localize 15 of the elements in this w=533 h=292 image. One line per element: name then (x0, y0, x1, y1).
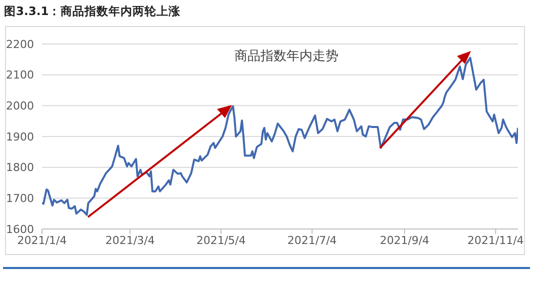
y-tick-label: 2100 (6, 68, 34, 82)
x-tick-label: 2021/3/4 (105, 234, 155, 247)
x-tick-label: 2021/5/4 (196, 234, 246, 247)
x-tick-label: 2021/7/4 (287, 234, 337, 247)
x-tick-label: 2021/9/4 (380, 234, 430, 247)
y-tick-label: 2000 (6, 100, 34, 113)
y-tick-label: 1900 (6, 130, 34, 144)
y-tick-label: 2200 (6, 38, 34, 51)
x-tick-label: 2021/1/4 (17, 234, 67, 247)
y-tick-label: 1700 (6, 192, 34, 206)
y-tick-label: 1600 (6, 222, 34, 236)
x-tick-label: 2021/11/4 (467, 234, 524, 247)
y-tick-label: 1800 (6, 161, 34, 174)
chart-title: 商品指数年内走势 (234, 49, 338, 64)
caption: 图3.3.1：商品指数年内两轮上涨 (4, 4, 181, 19)
